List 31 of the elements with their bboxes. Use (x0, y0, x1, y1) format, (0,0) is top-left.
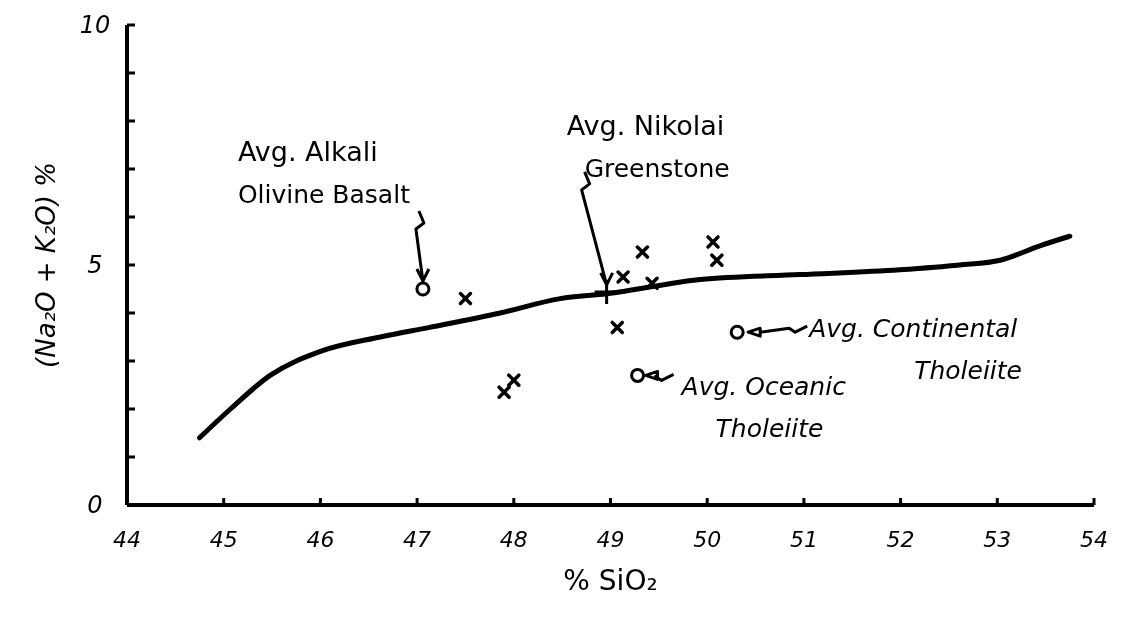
point (706, 235, 720, 249)
point (610, 320, 625, 335)
x-axis-title: % SiO₂ (563, 564, 658, 597)
x-tick-label: 46 (306, 527, 335, 552)
x-tick-label: 44 (113, 527, 141, 552)
x-tick-label: 51 (789, 527, 818, 552)
point (635, 245, 650, 259)
y-axis-title: (Na₂O + K₂O) % (31, 162, 61, 368)
point (616, 270, 630, 284)
point (507, 373, 521, 387)
y-tick-label: 10 (79, 11, 111, 39)
x-tick-label: 49 (596, 527, 625, 552)
point (415, 281, 431, 297)
point (630, 367, 646, 383)
point (710, 253, 724, 267)
point (729, 324, 745, 340)
annotation: Avg. Nikolai Greenstone (566, 109, 730, 183)
point (645, 276, 659, 290)
x-tick-label: 53 (983, 527, 1012, 552)
y-tick-label: 5 (87, 251, 103, 279)
x-tick-label: 47 (403, 527, 432, 552)
point (458, 291, 473, 306)
point (497, 385, 511, 399)
annotation: Avg. Alkali Olivine Basalt (237, 136, 411, 209)
x-tick-label: 45 (209, 527, 238, 552)
y-tick-label: 0 (87, 491, 103, 519)
x-tick-label: 54 (1080, 527, 1108, 552)
annotation: Avg. Oceanic Tholeiite (679, 372, 847, 444)
x-tick-label: 50 (693, 527, 722, 552)
x-tick-label: 52 (886, 527, 915, 552)
x-tick-label: 48 (499, 527, 528, 552)
